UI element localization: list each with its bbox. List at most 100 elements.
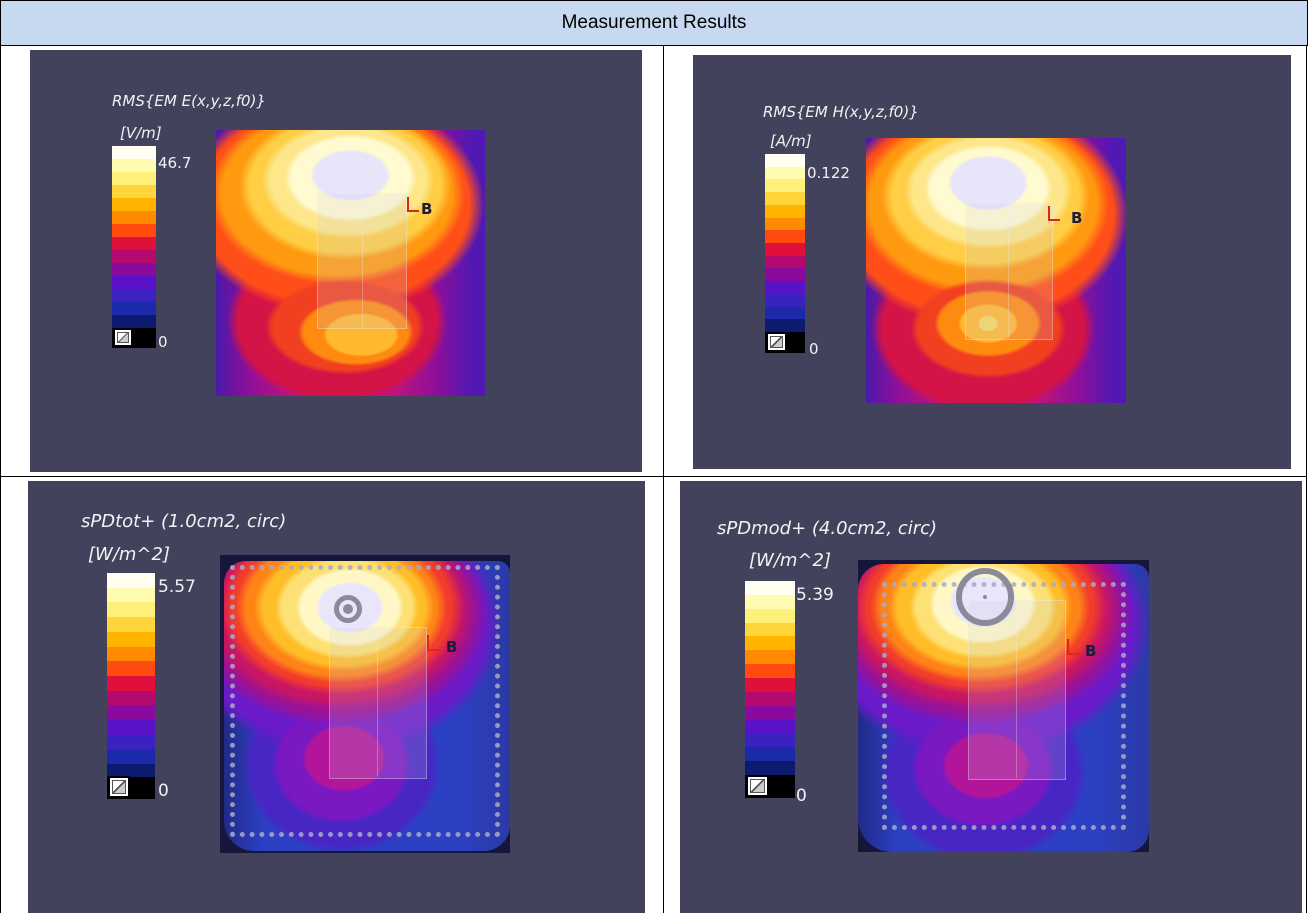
plot-panel-h-field: RMS{EM H(x,y,z,f0)} [A/m] 0.122 0 B [693, 55, 1291, 469]
device-centerline [1008, 203, 1009, 338]
colorbar-segment [765, 243, 805, 256]
colorbar-segment [765, 293, 805, 307]
plot-unit: [V/m] [120, 124, 162, 142]
colorbar-segment [107, 720, 155, 735]
colorbar-segment [745, 761, 795, 776]
scan-area-outline [882, 582, 1126, 830]
axis-marker-horizontal [1048, 219, 1060, 221]
colorbar-segment [765, 230, 805, 244]
colorbar-segment [107, 705, 155, 721]
colorbar-segment [745, 636, 795, 651]
spdmod-heatmap [858, 560, 1149, 852]
colorbar-segment [112, 289, 156, 302]
peak-location-dot [983, 595, 987, 599]
colorbar-segment [765, 268, 805, 282]
colorbar-segment [107, 676, 155, 691]
colorbar-segment [745, 678, 795, 692]
colorbar-segment [112, 224, 156, 237]
colorbar-max-label: 46.7 [158, 154, 192, 172]
colorbar-segment [745, 719, 795, 734]
colorbar-min-label: 0 [158, 781, 169, 801]
plot-unit: [W/m^2] [749, 550, 831, 571]
colorbar-settings-icon[interactable] [746, 775, 769, 797]
table-divider-vertical [663, 45, 664, 913]
colorbar-min-label: 0 [796, 786, 807, 806]
plot-panel-e-field: RMS{EM E(x,y,z,f0)} [V/m] 46.7 0 B [30, 50, 642, 472]
colorbar-segment [112, 276, 156, 289]
colorbar-segment [745, 747, 795, 762]
colorbar-segment [112, 172, 156, 185]
averaging-area-ring [334, 595, 362, 623]
axis-marker-label: B [1085, 642, 1097, 660]
colorbar-segment [107, 764, 155, 780]
averaging-area-ring [956, 568, 1014, 626]
device-centerline [1016, 600, 1017, 778]
colorbar-settings-icon[interactable] [108, 776, 130, 798]
colorbar-segment [765, 306, 805, 320]
device-centerline [362, 193, 363, 327]
colorbar [107, 573, 155, 780]
colorbar-segment [112, 263, 156, 276]
axis-marker-vertical [407, 197, 409, 212]
device-outline [965, 203, 1053, 340]
spdtot-heatmap [220, 555, 510, 853]
colorbar-segment [112, 146, 156, 159]
axis-marker-horizontal [1067, 653, 1081, 655]
colorbar-max-label: 5.57 [158, 577, 196, 597]
measurement-results-header: Measurement Results [0, 0, 1308, 46]
colorbar-min-label: 0 [158, 333, 168, 351]
axis-marker-vertical [1048, 206, 1050, 221]
colorbar-segment [112, 250, 156, 263]
colorbar-segment [765, 154, 805, 167]
colorbar [745, 581, 795, 776]
axis-marker-horizontal [407, 210, 419, 212]
colorbar-settings-icon[interactable] [113, 328, 133, 347]
colorbar-max-label: 5.39 [796, 585, 834, 605]
colorbar-segment [745, 581, 795, 595]
colorbar-segment [112, 237, 156, 250]
colorbar-segment [765, 179, 805, 193]
colorbar-segment [107, 661, 155, 677]
colorbar-settings-icon[interactable] [766, 332, 787, 352]
plot-title: sPDmod+ (4.0cm2, circ) [717, 518, 938, 539]
plot-title: sPDtot+ (1.0cm2, circ) [81, 511, 287, 532]
plot-title: RMS{EM H(x,y,z,f0)} [763, 103, 919, 121]
axis-marker-vertical [1067, 639, 1069, 655]
scan-area-outline [230, 565, 500, 837]
colorbar-max-label: 0.122 [807, 164, 850, 182]
colorbar-segment [745, 608, 795, 623]
colorbar [112, 146, 156, 328]
table-border-left [0, 45, 1, 913]
colorbar-segment [107, 749, 155, 765]
colorbar [765, 154, 805, 333]
colorbar-segment [107, 646, 155, 662]
device-outline [317, 193, 407, 329]
colorbar-segment [107, 631, 155, 647]
colorbar-segment [107, 734, 155, 750]
colorbar-segment [765, 255, 805, 269]
colorbar-segment [107, 690, 155, 706]
header-title: Measurement Results [561, 12, 747, 33]
colorbar-segment [107, 602, 155, 618]
axis-marker-label: B [421, 200, 433, 218]
colorbar-segment [107, 587, 155, 603]
device-outline [968, 600, 1066, 780]
plot-panel-spdtot: sPDtot+ (1.0cm2, circ) [W/m^2] 5.57 0 B [28, 481, 645, 913]
axis-marker-horizontal [427, 649, 441, 651]
plot-unit: [A/m] [770, 132, 812, 150]
colorbar-segment [765, 204, 805, 218]
colorbar-segment [745, 705, 795, 720]
colorbar-segment [765, 192, 805, 205]
colorbar-segment [765, 319, 805, 333]
colorbar-segment [112, 315, 156, 328]
colorbar-segment [765, 217, 805, 231]
axis-marker-label: B [1071, 209, 1083, 227]
device-outline [329, 627, 427, 779]
table-divider-horizontal [0, 476, 1307, 477]
colorbar-segment [745, 733, 795, 748]
colorbar-segment [112, 159, 156, 172]
device-centerline [377, 627, 378, 777]
colorbar-segment [745, 594, 795, 609]
plot-unit: [W/m^2] [88, 544, 170, 565]
plot-title: RMS{EM E(x,y,z,f0)} [112, 92, 266, 110]
